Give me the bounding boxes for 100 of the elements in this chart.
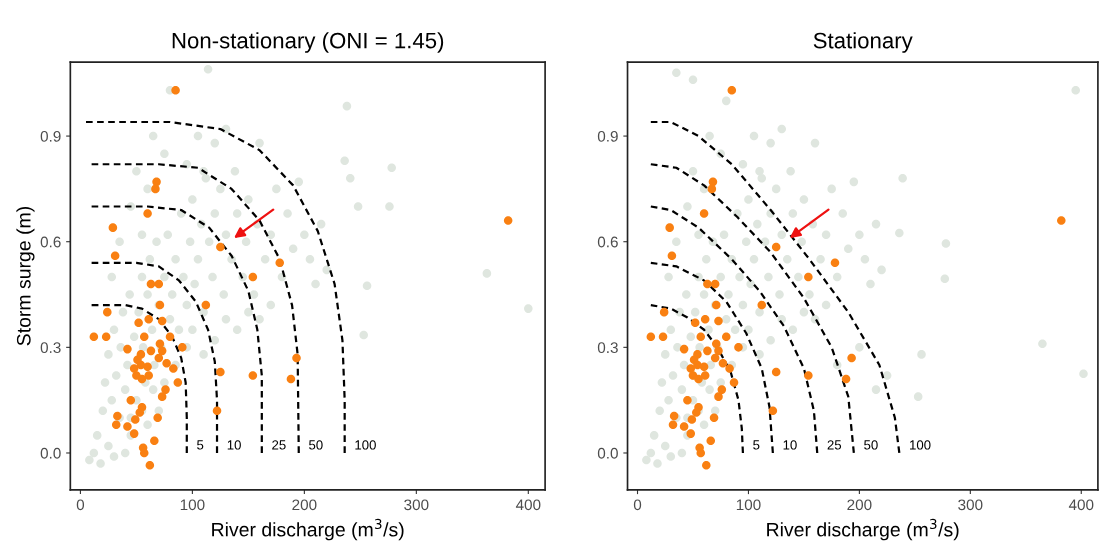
x-tick-label: 300 — [404, 499, 429, 511]
point — [714, 392, 723, 401]
point — [145, 461, 155, 470]
y-tick-label: 0.6 — [40, 236, 61, 248]
point — [144, 371, 153, 380]
point — [830, 258, 840, 268]
x-tick-label: 100 — [736, 499, 761, 511]
point — [169, 364, 178, 373]
point — [702, 461, 711, 470]
x-tick-label: 0 — [633, 499, 642, 511]
point — [143, 209, 152, 218]
y-tick-label: 0.3 — [40, 342, 61, 354]
point — [771, 367, 781, 377]
point — [703, 346, 712, 356]
y-tick-label: 0.9 — [597, 130, 618, 142]
point — [706, 436, 716, 445]
point — [727, 86, 737, 95]
point — [712, 339, 721, 349]
point — [110, 251, 120, 261]
y-axis-title: Storm surge (m) — [16, 207, 35, 346]
point — [275, 258, 285, 268]
point — [123, 422, 132, 431]
point — [1057, 216, 1066, 225]
point — [700, 314, 710, 324]
point — [150, 436, 159, 445]
point — [847, 353, 856, 363]
x-axis-title: River discharge (m$^{3}$/s) — [212, 518, 404, 541]
point — [286, 374, 296, 384]
line-series — [649, 303, 745, 455]
point — [146, 346, 156, 356]
point — [683, 395, 692, 405]
point — [714, 316, 723, 326]
chart-title: Non-stationary (ONI = 1.45) — [172, 32, 444, 53]
point — [659, 307, 669, 317]
point — [153, 413, 162, 423]
annotation: 100 — [910, 440, 931, 450]
line-series — [649, 205, 819, 455]
annotation: 10 — [227, 440, 241, 450]
point — [804, 371, 813, 380]
line-series — [90, 205, 263, 455]
point — [157, 316, 167, 326]
annotation: 50 — [864, 440, 878, 450]
annotation: 5 — [753, 440, 760, 450]
point — [665, 223, 674, 232]
point — [700, 371, 710, 380]
x-axis-title: River discharge (m$^{3}$/s) — [767, 518, 959, 541]
point — [173, 378, 183, 387]
annotation: 25 — [827, 440, 842, 450]
point — [757, 300, 767, 310]
point — [734, 343, 743, 352]
point — [804, 272, 813, 282]
point — [131, 415, 140, 424]
point — [503, 216, 513, 225]
point — [103, 307, 112, 317]
point — [154, 353, 164, 363]
point — [154, 279, 164, 289]
point — [668, 420, 678, 430]
point — [690, 318, 700, 327]
point — [707, 184, 717, 194]
point — [696, 448, 706, 458]
point — [178, 343, 187, 352]
point — [89, 332, 99, 342]
point — [111, 420, 121, 430]
point — [157, 346, 167, 356]
point — [201, 300, 211, 310]
line-series — [90, 163, 300, 455]
line-series — [84, 120, 346, 455]
point — [216, 367, 225, 377]
point — [729, 378, 739, 387]
point — [699, 362, 709, 371]
point — [171, 86, 180, 95]
point — [686, 429, 696, 438]
annotation: 25 — [272, 440, 286, 450]
x-tick-label: 400 — [1068, 499, 1094, 511]
chart-title: Stationary — [813, 32, 913, 53]
point — [146, 279, 156, 289]
point — [162, 358, 171, 368]
point — [248, 371, 258, 380]
line-series — [90, 303, 188, 455]
point — [667, 251, 677, 261]
point — [212, 406, 222, 416]
point — [139, 332, 149, 342]
x-tick-label: 300 — [958, 499, 983, 511]
annotation: 10 — [783, 440, 797, 450]
point — [108, 223, 118, 232]
line-series — [649, 120, 901, 455]
y-tick-label: 0.0 — [40, 447, 61, 459]
point — [155, 339, 165, 349]
y-tick-label: 0.0 — [597, 447, 618, 459]
y-tick-label: 0.6 — [597, 236, 618, 248]
point — [646, 332, 656, 342]
point — [718, 358, 728, 368]
point — [165, 332, 175, 342]
point — [143, 362, 152, 371]
point — [710, 353, 720, 363]
y-tick-label: 0.3 — [597, 342, 618, 354]
point — [708, 177, 718, 187]
point — [699, 209, 709, 218]
x-tick-label: 0 — [76, 499, 85, 511]
y-tick-label: 0.9 — [40, 130, 61, 142]
